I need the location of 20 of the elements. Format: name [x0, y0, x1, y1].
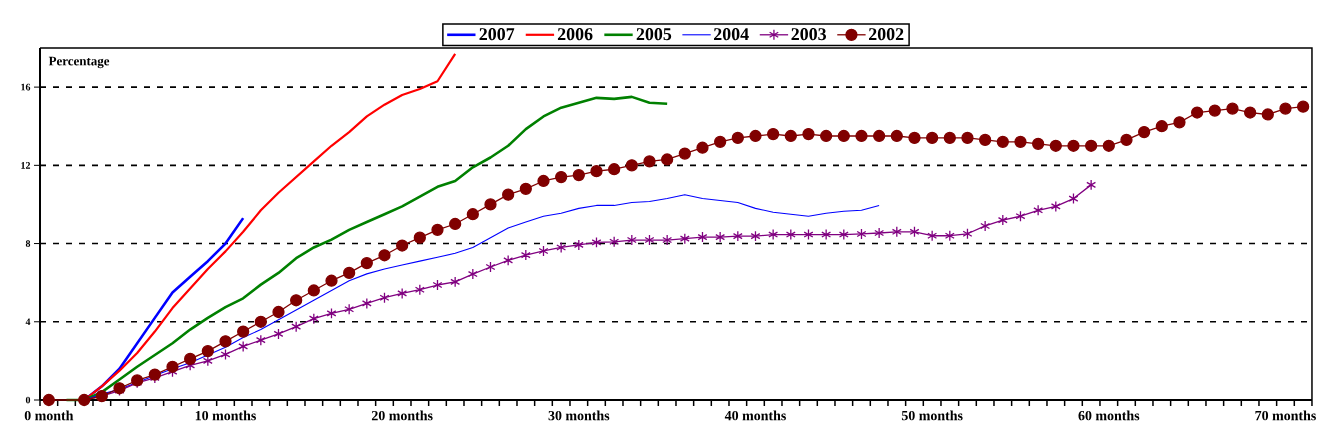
y-axis-title: Percentage	[48, 56, 110, 69]
legend-label: 2002	[868, 28, 904, 41]
x-tick-label: 50 months	[901, 410, 963, 421]
x-tick-label: 30 months	[548, 410, 610, 421]
y-tick-label: 12	[21, 162, 31, 169]
y-tick-label: 16	[21, 83, 31, 91]
x-tick-label: 70 months	[1255, 410, 1316, 421]
x-tick-label: 40 months	[724, 410, 786, 421]
y-tick-label: 0	[25, 396, 31, 404]
legend-label: 2006	[557, 28, 593, 41]
legend-label: 2003	[791, 28, 827, 41]
legend-label: 2004	[714, 28, 749, 41]
x-tick-label: 10 months	[195, 410, 256, 421]
y-tick-label: 8	[25, 240, 31, 247]
y-tick-label: 4	[25, 318, 31, 326]
x-tick-label: 20 months	[371, 410, 433, 421]
legend-label: 2007	[479, 28, 515, 41]
x-tick-label: 0 month	[24, 410, 74, 421]
legend-label: 2005	[636, 28, 672, 41]
x-tick-label: 60 months	[1078, 410, 1140, 421]
